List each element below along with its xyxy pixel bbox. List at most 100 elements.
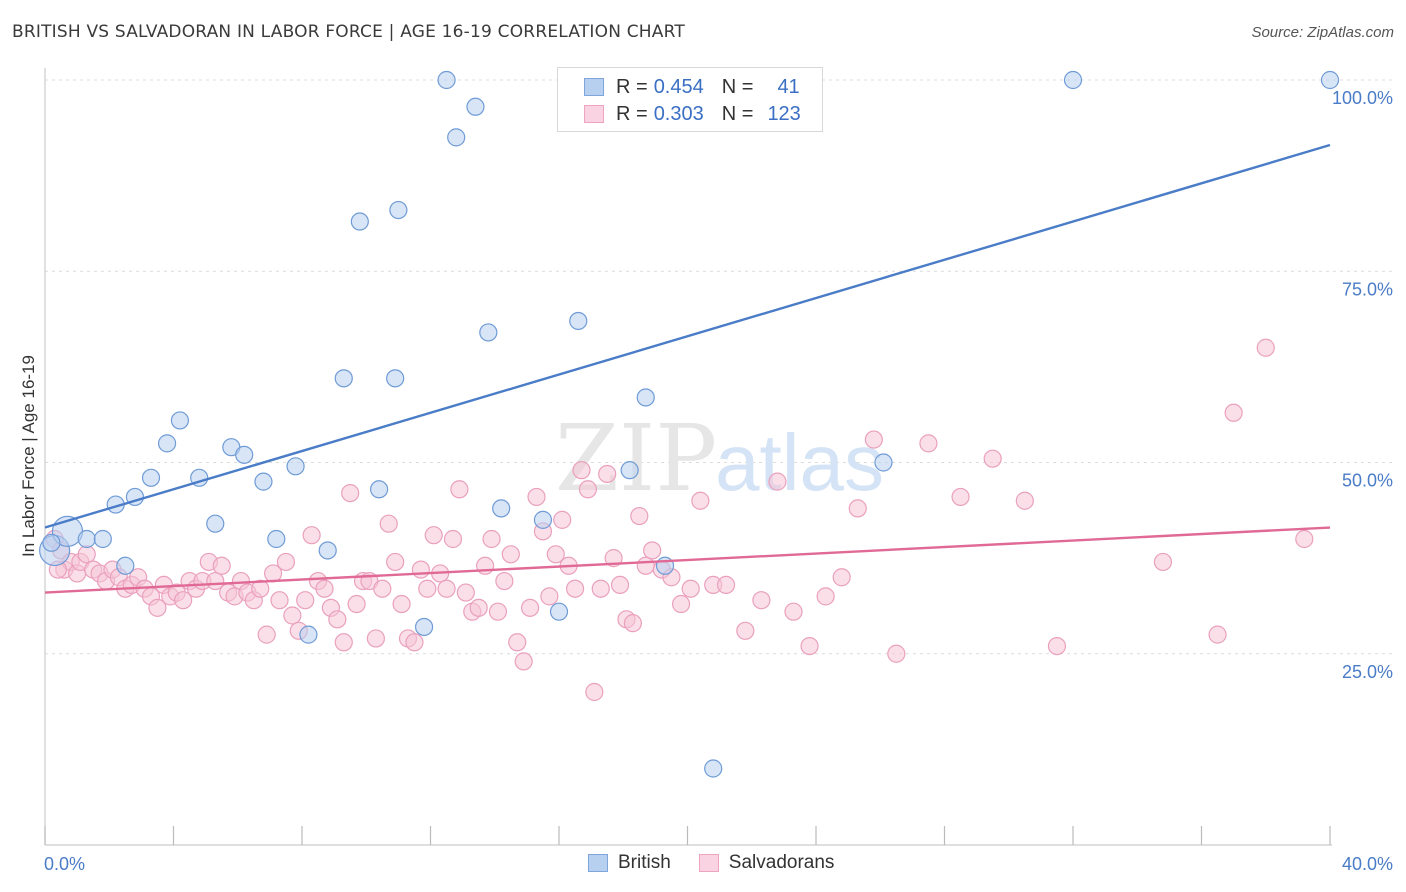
salvadoran-point	[296, 591, 315, 610]
salvadoran-point	[540, 587, 559, 606]
salvadoran-point	[315, 579, 334, 598]
y-tick-label: 100.0%	[1332, 88, 1393, 108]
salvadoran-point	[527, 487, 546, 507]
legend-r-value: 0.303	[653, 102, 704, 125]
salvadoran-points	[45, 338, 1314, 702]
salvadoran-point	[392, 594, 411, 614]
british-point	[157, 434, 177, 453]
british-trend-line	[44, 143, 1331, 529]
british-point	[620, 461, 639, 480]
british-point	[704, 759, 723, 778]
salvadoran-point	[276, 552, 296, 572]
british-point	[389, 200, 408, 220]
chart-title: BRITISH VS SALVADORAN IN LABOR FORCE | A…	[12, 22, 685, 42]
salvadoran-point	[643, 541, 662, 560]
salvadoran-point	[1047, 636, 1067, 656]
british-point	[1320, 70, 1340, 90]
british-point	[492, 499, 511, 518]
salvadoran-point	[1295, 529, 1314, 549]
salvadoran-point	[768, 472, 787, 491]
salvadoran-point	[411, 560, 430, 579]
salvadoran-point	[212, 556, 231, 575]
salvadoran-point	[784, 602, 803, 621]
salvadoran-point	[610, 575, 630, 595]
british-point	[254, 472, 273, 491]
salvadoran-point	[418, 579, 437, 598]
salvadoran-point	[671, 594, 691, 614]
salvadoran-swatch	[698, 854, 719, 872]
salvadoran-point	[379, 514, 398, 533]
salvadoran-point	[148, 598, 167, 617]
legend-r-label: R =	[616, 75, 648, 98]
british-point	[235, 445, 254, 464]
british-point	[286, 457, 305, 476]
legend-row-british: R = 0.454 N = 41	[584, 75, 800, 99]
salvadoran-point	[1015, 491, 1034, 510]
salvadoran-point	[270, 591, 289, 610]
british-point	[414, 617, 434, 637]
salvadoran-point	[341, 484, 360, 503]
bottom-legend: British Salvadorans	[588, 852, 862, 874]
british-point	[549, 602, 569, 621]
british-points	[39, 70, 1340, 778]
salvadoran-point	[630, 506, 649, 526]
salvadoran-point	[366, 629, 385, 648]
salvadoran-point	[636, 556, 655, 575]
british-point	[386, 369, 405, 388]
british-point	[206, 514, 225, 533]
salvadoran-point	[578, 480, 598, 499]
salvadoran-point	[495, 571, 514, 591]
salvadoran-point	[623, 614, 642, 633]
salvadoran-point	[456, 583, 475, 602]
x-tick-label: 0.0%	[44, 854, 85, 874]
british-swatch	[588, 854, 608, 872]
trend-lines	[44, 143, 1331, 594]
british-point	[874, 453, 893, 472]
salvadoran-point	[553, 510, 572, 529]
bottom-legend-british: British	[588, 852, 671, 874]
salvadoran-point	[1153, 552, 1173, 572]
salvadoran-point	[373, 579, 392, 598]
legend-r-label: R =	[616, 102, 648, 125]
british-point	[267, 529, 286, 549]
salvadoran-point	[752, 591, 771, 610]
salvadoran-point	[848, 499, 867, 518]
y-tick-label: 25.0%	[1342, 662, 1393, 682]
british-point	[299, 625, 318, 644]
british-point	[77, 529, 96, 549]
y-tick-label: 75.0%	[1342, 279, 1393, 299]
british-point	[479, 323, 498, 342]
legend-n-value: 41	[777, 75, 800, 98]
british-point	[533, 510, 553, 529]
salvadoran-point	[386, 552, 405, 572]
british-swatch	[584, 78, 604, 96]
salvadoran-point	[450, 480, 469, 499]
salvadoran-point	[1208, 625, 1227, 644]
salvadoran-point	[520, 598, 540, 617]
watermark-atlas: atlas	[715, 418, 884, 507]
salvadoran-point	[864, 430, 883, 449]
british-point	[370, 480, 389, 499]
british-point	[116, 556, 135, 575]
salvadoran-point	[283, 606, 302, 625]
bottom-legend-label: British	[618, 852, 671, 873]
watermark: ZIP atlas	[555, 405, 884, 512]
salvadoran-point	[1224, 403, 1243, 422]
salvadoran-point	[1256, 338, 1275, 357]
bottom-legend-label: Salvadorans	[728, 852, 835, 873]
bottom-legend-salvadorans: Salvadorans	[698, 852, 835, 874]
salvadoran-point	[405, 633, 424, 652]
source-note: Source: ZipAtlas.com	[1251, 24, 1394, 41]
tick-labels: 25.0% 50.0% 75.0% 100.0% 0.0% 40.0%	[44, 88, 1393, 874]
salvadoran-swatch	[584, 105, 604, 123]
salvadoran-point	[691, 491, 710, 510]
british-point	[93, 529, 112, 549]
y-tick-label: 50.0%	[1342, 471, 1393, 491]
salvadoran-point	[469, 598, 488, 617]
salvadoran-point	[482, 529, 501, 549]
salvadoran-point	[565, 579, 585, 598]
british-point	[350, 212, 369, 231]
salvadoran-point	[951, 487, 970, 507]
salvadoran-point	[591, 579, 610, 598]
